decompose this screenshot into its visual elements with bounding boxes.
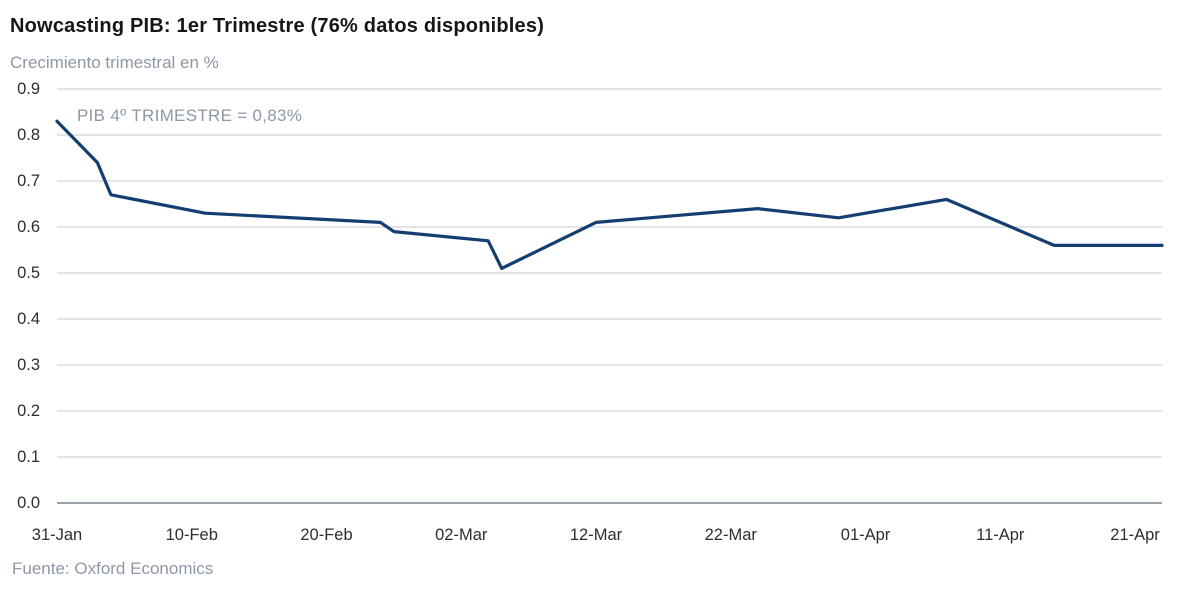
y-tick-label: 0.2 bbox=[17, 402, 40, 420]
y-tick-label: 0.6 bbox=[17, 218, 40, 236]
x-tick-label: 20-Feb bbox=[300, 526, 353, 544]
x-tick-label: 11-Apr bbox=[976, 526, 1025, 544]
chart-subtitle: Crecimiento trimestral en % bbox=[10, 53, 219, 72]
y-tick-label: 0.1 bbox=[17, 448, 40, 466]
pib-q4-annotation: PIB 4º TRIMESTRE = 0,83% bbox=[77, 106, 303, 125]
y-tick-label: 0.7 bbox=[17, 172, 40, 190]
y-tick-label: 0.0 bbox=[17, 494, 40, 512]
x-tick-label: 21-Apr bbox=[1110, 526, 1160, 544]
source-note: Fuente: Oxford Economics bbox=[12, 559, 214, 578]
y-tick-label: 0.8 bbox=[17, 126, 40, 144]
x-tick-label: 10-Feb bbox=[165, 526, 218, 544]
x-tick-label: 22-Mar bbox=[704, 526, 757, 544]
x-tick-label: 01-Apr bbox=[840, 526, 891, 544]
nowcast-line bbox=[55, 119, 1164, 270]
y-tick-label: 0.5 bbox=[17, 264, 40, 282]
x-tick-label: 02-Mar bbox=[435, 526, 488, 544]
x-tick-label: 31-Jan bbox=[31, 526, 83, 544]
y-tick-label: 0.9 bbox=[17, 80, 40, 98]
y-tick-label: 0.3 bbox=[17, 356, 40, 374]
y-tick-label: 0.4 bbox=[17, 310, 40, 328]
chart-title: Nowcasting PIB: 1er Trimestre (76% datos… bbox=[10, 15, 545, 37]
x-tick-label: 12-Mar bbox=[569, 526, 623, 544]
